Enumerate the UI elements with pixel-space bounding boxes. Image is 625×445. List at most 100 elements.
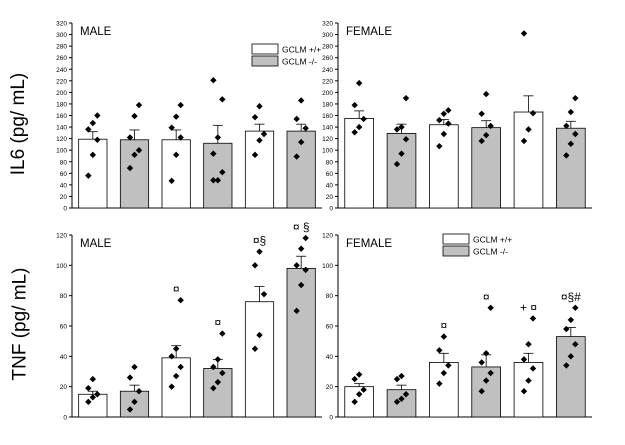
data-point	[567, 108, 575, 116]
data-point	[572, 304, 579, 311]
data-point	[210, 77, 217, 84]
y-tick-label: 320	[56, 21, 67, 28]
panel-1: 0 20 40 60 80 100 120 140 160 180 200 220 240 260 280 3…	[56, 21, 322, 213]
y-tick-label: 20	[326, 384, 334, 391]
data-point	[520, 388, 528, 395]
y-tick-label: 100	[322, 263, 333, 270]
data-point	[563, 152, 570, 159]
bar-group: ¤	[161, 282, 191, 418]
bar	[556, 127, 586, 209]
data-point	[393, 398, 401, 406]
data-point	[177, 101, 184, 109]
data-point	[135, 101, 143, 109]
data-point	[436, 347, 443, 354]
y-tick-label: 0	[329, 206, 333, 213]
y-tick-label: 0	[63, 206, 67, 213]
y-tick-label: 260	[56, 55, 67, 62]
data-point	[89, 375, 97, 383]
data-point	[297, 245, 305, 252]
bar-group: ¤	[429, 319, 459, 418]
data-point	[563, 122, 570, 130]
data-point	[256, 331, 263, 339]
data-point	[525, 377, 532, 384]
y-tick-label: 280	[322, 44, 333, 51]
data-point	[210, 150, 217, 157]
data-point	[478, 359, 485, 366]
bar	[344, 117, 374, 209]
data-point	[214, 378, 222, 386]
data-point	[302, 266, 309, 274]
bar	[203, 142, 233, 209]
y-tick-label: 300	[322, 32, 333, 39]
panel-title: MALE	[80, 26, 112, 38]
y-tick-label: 120	[56, 136, 67, 143]
data-point	[260, 290, 268, 298]
y-tick-label: 60	[60, 171, 68, 178]
data-point	[256, 103, 263, 110]
y-tick-label: 140	[322, 125, 333, 132]
data-point	[351, 101, 358, 109]
data-point	[126, 164, 134, 172]
data-point	[529, 109, 537, 117]
y-tick-label: 60	[326, 324, 334, 331]
data-point	[360, 115, 367, 123]
data-point	[402, 136, 410, 143]
bar-group	[161, 101, 191, 209]
data-point	[440, 130, 448, 138]
data-point	[94, 112, 101, 119]
data-point	[293, 262, 300, 269]
data-point	[351, 398, 358, 406]
data-point	[529, 315, 537, 322]
data-point	[293, 307, 300, 315]
data-point	[260, 130, 268, 138]
data-point	[219, 96, 226, 103]
y-tick-label: 100	[322, 148, 333, 155]
data-point	[85, 384, 92, 392]
data-point	[398, 372, 405, 380]
data-point	[256, 248, 263, 255]
data-point	[445, 107, 452, 114]
panel-3: 0 20 40 60 80 100 120 MALE ¤ ¤ ¤§ ¤ §	[56, 220, 322, 422]
bar-group: ¤	[203, 316, 233, 418]
y-tick-label: 80	[326, 293, 334, 300]
data-point	[436, 380, 443, 387]
significance-mark: ¤§	[253, 234, 266, 248]
data-point	[440, 333, 448, 340]
bar-group	[344, 371, 374, 418]
data-point	[172, 372, 180, 380]
y-tick-label: 120	[56, 233, 67, 240]
data-point	[94, 391, 101, 398]
data-point	[131, 112, 138, 120]
bar-group	[513, 30, 544, 209]
data-point	[355, 391, 363, 398]
bar-group	[203, 77, 233, 209]
y-tick-label: 80	[60, 159, 68, 166]
data-point	[135, 388, 143, 395]
y-tick-label: 220	[322, 78, 333, 85]
data-point	[126, 374, 134, 381]
data-point	[436, 116, 443, 124]
y-tick-label: 320	[322, 21, 333, 28]
bar-group	[556, 94, 586, 209]
data-point	[563, 362, 570, 369]
data-point	[177, 297, 184, 304]
y-tick-label: 220	[56, 78, 67, 85]
data-point	[398, 150, 405, 157]
data-point	[85, 172, 92, 179]
legend-label: GCLM +/+	[473, 235, 512, 245]
data-point	[168, 353, 175, 360]
data-point	[131, 151, 138, 159]
il6-row-label: IL6 (pg/ mL)	[8, 72, 30, 176]
y-tick-label: 240	[56, 67, 67, 74]
y-tick-label: 160	[56, 113, 67, 120]
legend-swatch	[442, 233, 470, 245]
bar-group	[244, 103, 275, 209]
bar	[161, 139, 191, 209]
bar-group	[471, 90, 501, 209]
bar	[471, 366, 501, 418]
data-point	[440, 110, 448, 117]
data-point	[210, 384, 217, 392]
data-point	[177, 363, 184, 371]
y-tick-label: 100	[56, 263, 67, 270]
